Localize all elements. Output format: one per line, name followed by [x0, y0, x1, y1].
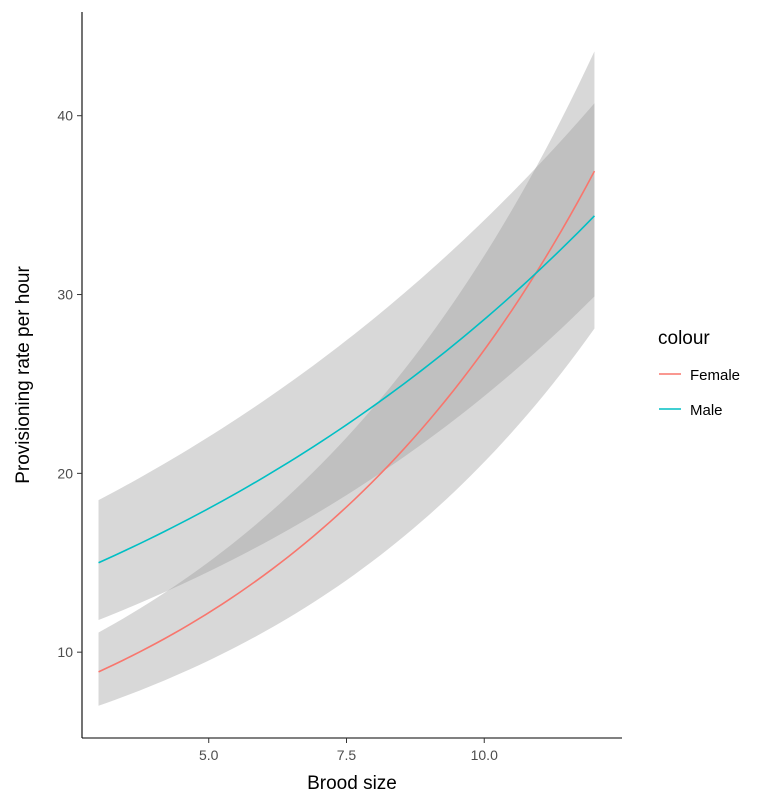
series-line-male — [98, 215, 596, 564]
x-tick-label: 10.0 — [471, 747, 498, 763]
y-tick-label: 40 — [57, 108, 73, 124]
y-tick-label: 10 — [57, 644, 73, 660]
ci-ribbon-male — [98, 103, 595, 620]
y-tick-label: 30 — [57, 287, 73, 303]
y-ticks: 10 20 30 40 — [57, 108, 82, 660]
y-tick-label: 20 — [57, 465, 73, 481]
legend-title: colour — [658, 328, 710, 349]
legend-label-male: Male — [690, 402, 723, 419]
series-line-female — [98, 170, 596, 673]
y-axis-title: Provisioning rate per hour — [13, 266, 34, 484]
legend: colour Female Male — [658, 328, 740, 419]
x-tick-label: 5.0 — [199, 747, 219, 763]
ci-ribbon-female — [98, 51, 595, 706]
x-tick-label: 7.5 — [337, 747, 357, 763]
x-ticks: 5.0 7.5 10.0 — [199, 738, 498, 763]
x-axis-title: Brood size — [307, 773, 397, 794]
confidence-ribbons — [98, 51, 595, 706]
legend-label-female: Female — [690, 367, 740, 384]
fit-lines — [98, 170, 596, 673]
